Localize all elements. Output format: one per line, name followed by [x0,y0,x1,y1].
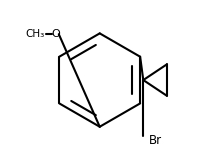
Text: Br: Br [148,134,161,147]
Text: CH₃: CH₃ [25,29,45,39]
Text: O: O [51,29,60,39]
